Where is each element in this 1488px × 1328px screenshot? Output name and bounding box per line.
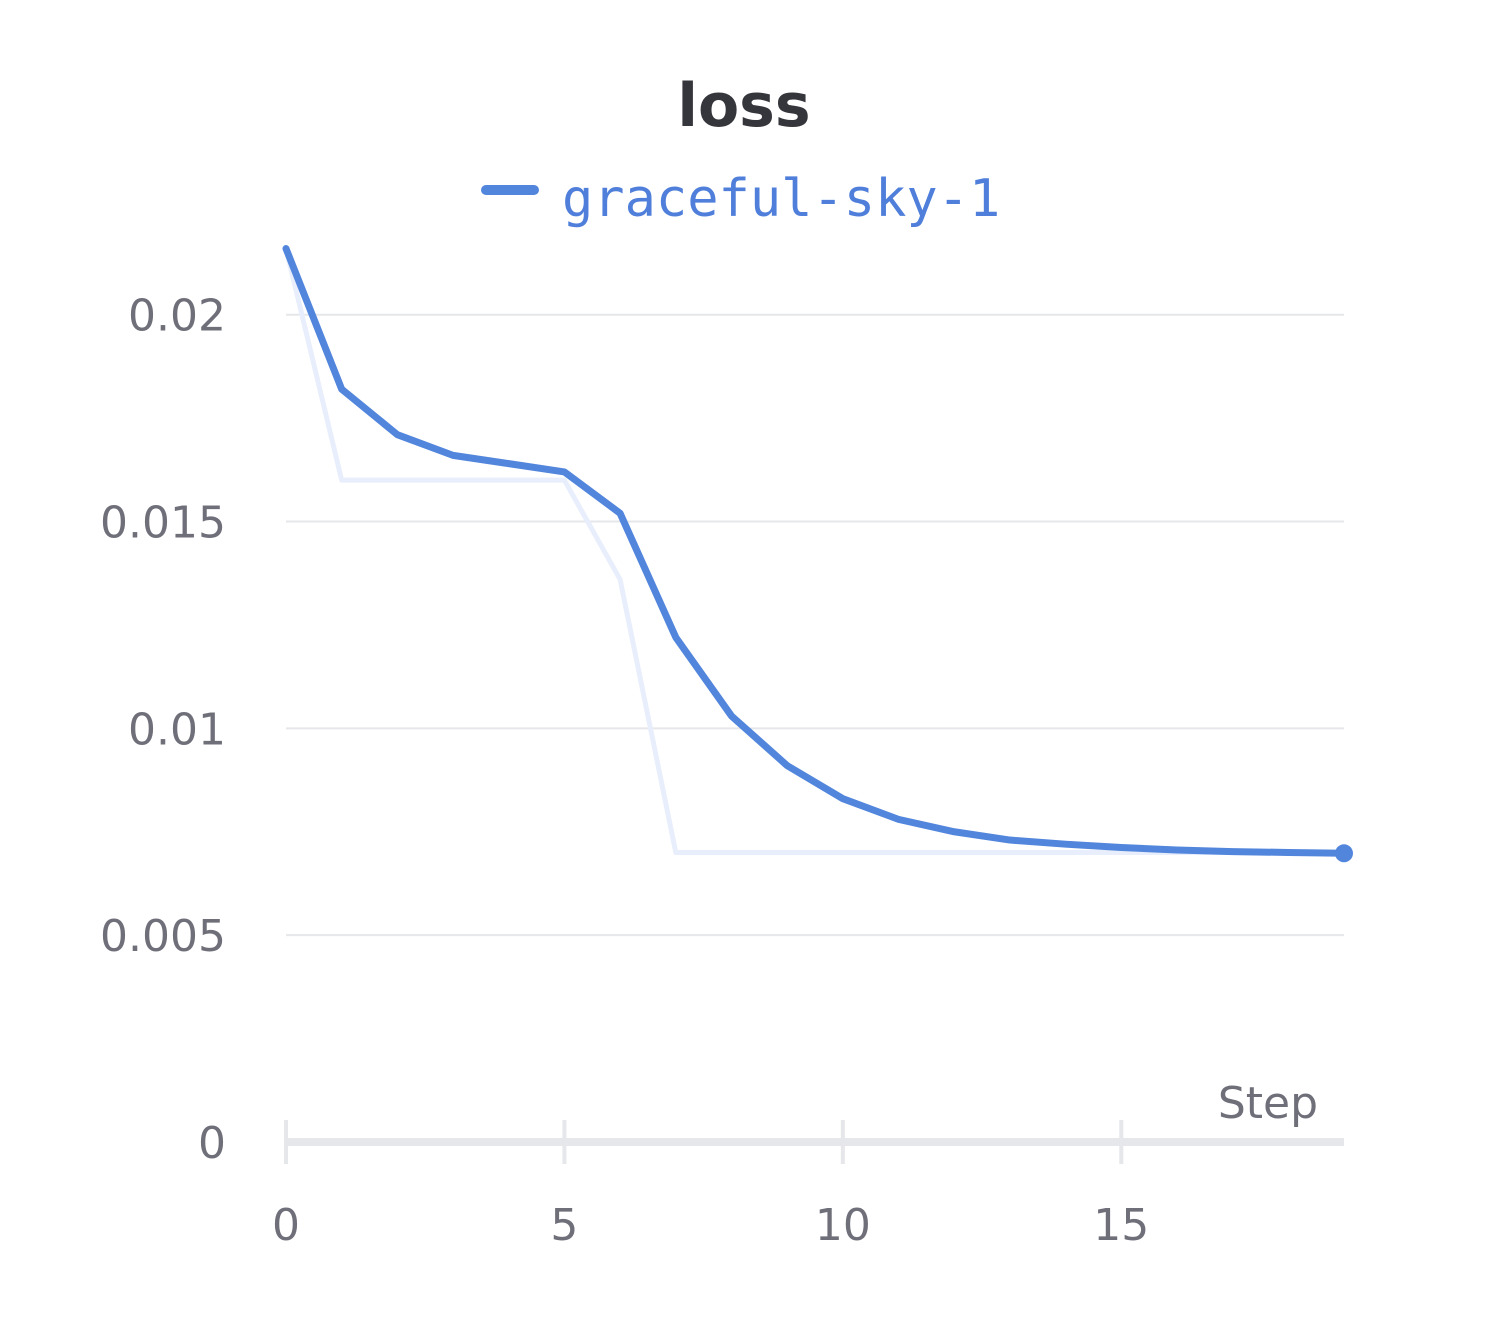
axes xyxy=(284,1120,1344,1164)
x-tick-label: 5 xyxy=(550,1200,578,1251)
chart-title: loss xyxy=(677,71,810,141)
raw-series-line xyxy=(283,246,1347,855)
y-tick-label: 0.015 xyxy=(100,498,226,549)
grid-lines xyxy=(286,313,1344,937)
y-tick-label: 0 xyxy=(198,1118,226,1169)
smoothed-series-line[interactable] xyxy=(282,245,1348,857)
series-group xyxy=(282,245,1353,863)
x-tick-label: 10 xyxy=(815,1200,871,1251)
x-tick-label: 0 xyxy=(272,1200,300,1251)
legend-series-label: graceful-sky-1 xyxy=(562,169,1000,229)
legend[interactable]: graceful-sky-1 xyxy=(481,169,1000,229)
y-tick-label: 0.005 xyxy=(100,911,226,962)
y-tick-label: 0.01 xyxy=(128,704,226,755)
x-axis-title: Step xyxy=(1218,1078,1318,1129)
y-tick-label: 0.02 xyxy=(128,291,226,342)
x-tick-label: 15 xyxy=(1093,1200,1149,1251)
last-point-marker[interactable] xyxy=(1335,844,1353,863)
tick-labels: 0 0.005 0.01 0.015 0.02 0 5 10 15 xyxy=(100,291,1149,1251)
